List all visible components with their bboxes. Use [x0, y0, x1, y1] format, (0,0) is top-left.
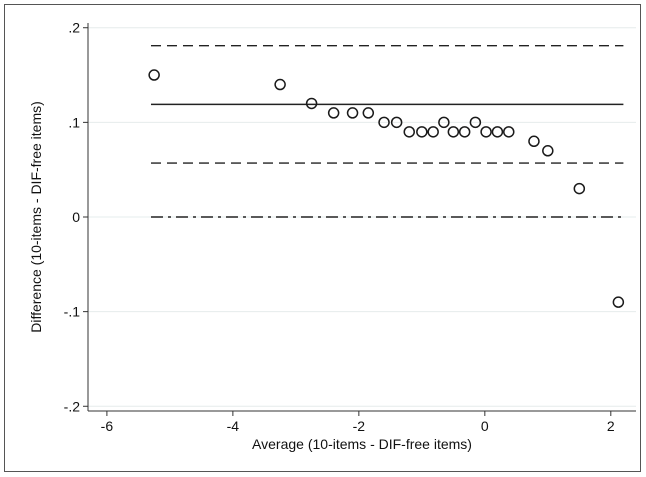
data-point-7 — [390, 116, 403, 129]
ticks: -.2 -.1 0 .1 .2 -6 -4 -2 0 2 — [64, 20, 615, 434]
data-point-8 — [403, 126, 415, 138]
data-point-10 — [427, 126, 439, 138]
y-tick-label-2: 0 — [72, 209, 80, 225]
data-point-1 — [274, 78, 286, 91]
x-tick-label-3: 0 — [481, 418, 489, 434]
data-point-4 — [346, 107, 359, 119]
data-point-12 — [447, 126, 460, 138]
data-point-20 — [573, 182, 586, 195]
data-point-16 — [491, 126, 504, 138]
data-point-3 — [327, 107, 340, 119]
reference-lines — [150, 45, 624, 218]
chart-frame — [4, 4, 641, 472]
x-tick-label-0: -6 — [101, 418, 114, 434]
data-point-17 — [503, 126, 515, 138]
data-point-21 — [612, 296, 625, 308]
data-point-9 — [416, 126, 428, 138]
data-point-6 — [378, 116, 390, 129]
data-point-19 — [542, 145, 554, 157]
data-point-15 — [480, 126, 492, 138]
x-tick-label-1: -4 — [227, 418, 240, 434]
data-point-2 — [305, 97, 318, 110]
x-tick-label-4: 2 — [607, 418, 615, 434]
y-tick-label-3: .1 — [68, 114, 80, 130]
data-point-18 — [528, 135, 540, 148]
y-tick-label-1: -.1 — [64, 304, 81, 320]
data-point-5 — [362, 107, 375, 119]
x-tick-label-2: -2 — [353, 418, 366, 434]
data-points — [148, 69, 625, 308]
y-tick-label-0: -.2 — [64, 398, 81, 414]
x-axis-title: Average (10-items - DIF-free items) — [252, 436, 472, 452]
data-point-13 — [458, 126, 471, 138]
data-point-14 — [469, 116, 482, 129]
y-tick-label-4: .2 — [68, 20, 80, 36]
data-point-0 — [148, 69, 160, 81]
y-axis-title: Difference (10-items - DIF-free items) — [28, 101, 44, 333]
data-point-11 — [438, 116, 450, 129]
